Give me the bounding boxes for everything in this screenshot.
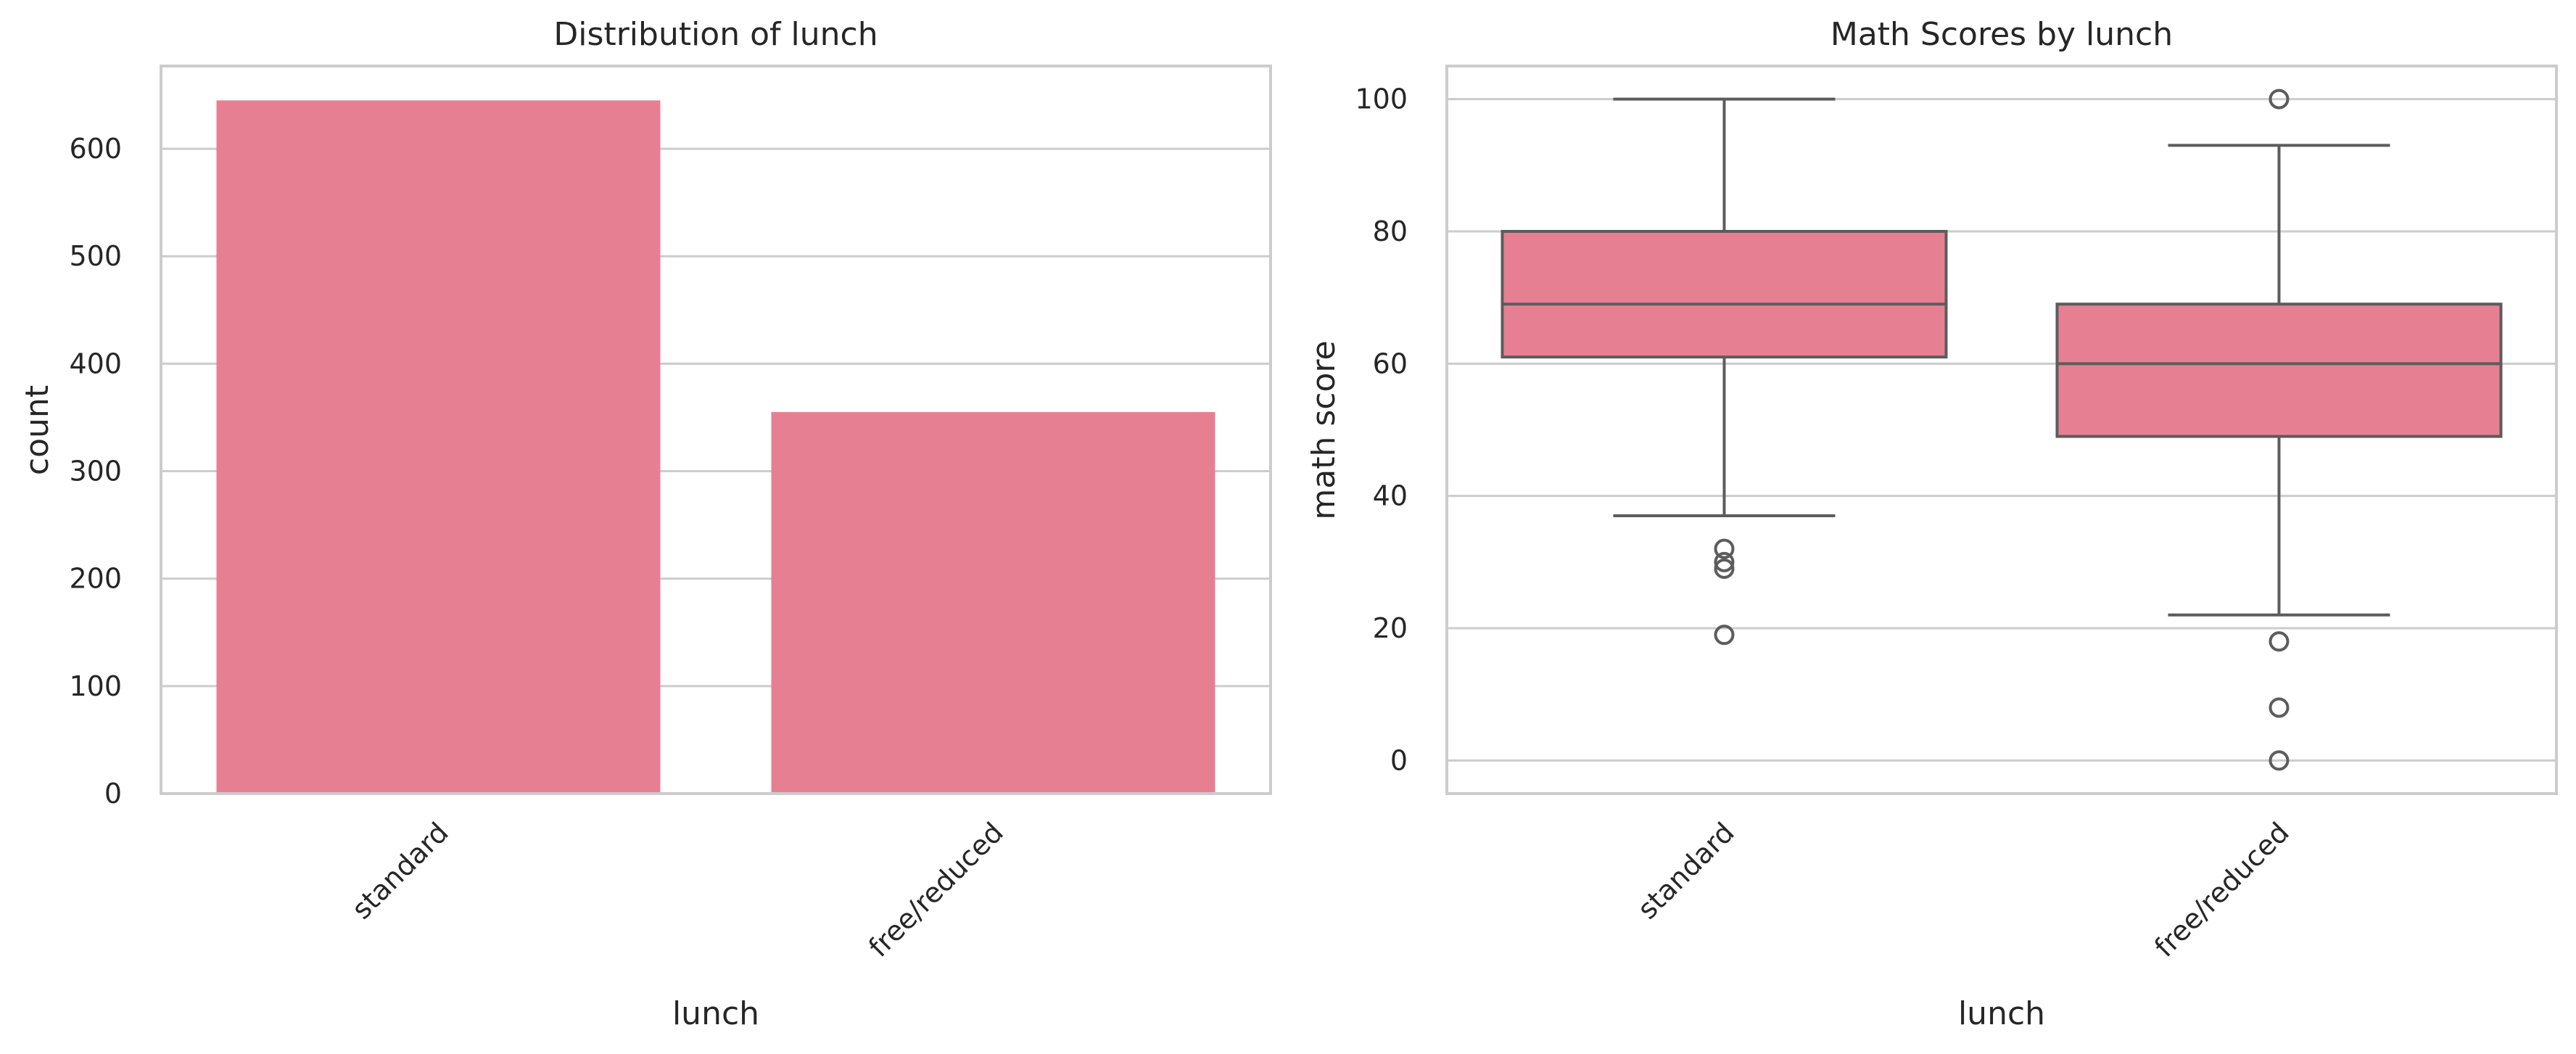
bar-chart-x-axis-label: lunch: [672, 995, 759, 1032]
bar-chart-x-tick-labels: standard free/reduced: [346, 816, 1010, 963]
bar-chart-x-tick-standard: standard: [346, 816, 455, 925]
outlier-point-standard: [1714, 625, 1735, 646]
bar-chart-bars: [216, 100, 1215, 794]
box-plot-y-tick-label: 100: [1355, 83, 1408, 115]
bar-chart-y-tick-label: 300: [69, 456, 122, 487]
box-plot-y-tick-label: 40: [1373, 480, 1408, 512]
outlier-point-standard: [1714, 551, 1735, 572]
bar-chart-y-tick-label: 400: [69, 347, 122, 379]
box-group-standard: [1500, 97, 1948, 646]
outlier-point-free-reduced: [2269, 631, 2290, 652]
bar-chart-y-tick-label: 0: [104, 778, 122, 810]
box-plot-y-tick-label: 80: [1373, 215, 1408, 247]
bar-standard: [216, 100, 661, 794]
box-plot-y-tick-label: 60: [1373, 347, 1408, 379]
outlier-point-standard: [1714, 558, 1735, 579]
bar-chart-y-tick-label: 500: [69, 240, 122, 272]
box-plot-y-tick-label: 0: [1390, 744, 1408, 776]
bar-chart-y-tick-label: 100: [69, 670, 122, 702]
box-plot-y-tick-labels: 0 20 40 60 80 100: [1355, 83, 1408, 777]
outlier-point-standard: [1714, 538, 1735, 559]
bar-chart-y-tick-label: 200: [69, 563, 122, 595]
box-group-free-reduced: [2055, 88, 2503, 771]
box-plot-title: Math Scores by lunch: [1830, 16, 2173, 53]
bar-chart-y-tick-label: 600: [69, 133, 122, 165]
box-plot-x-tick-free-reduced: free/reduced: [2148, 816, 2295, 963]
bar-chart-title: Distribution of lunch: [553, 16, 878, 53]
bar-chart-frame: [160, 65, 1272, 795]
outlier-point-free-reduced: [2269, 750, 2290, 771]
box-plot-y-axis-label: math score: [1305, 340, 1342, 519]
box-plot-x-tick-standard: standard: [1632, 816, 1741, 925]
box-plot-frame: [1445, 65, 2558, 795]
outlier-point-free-reduced: [2269, 88, 2290, 110]
bar-chart-y-axis-label: count: [19, 385, 56, 475]
box-plot-y-tick-label: 20: [1373, 612, 1408, 644]
bar-chart-x-tick-free-reduced: free/reduced: [862, 816, 1010, 963]
bar-chart-panel: 0 100 200 300 400 500 600 standard free/reduced…: [19, 16, 1272, 1032]
box-plot-x-tick-labels: standard free/reduced: [1632, 816, 2295, 963]
outlier-point-free-reduced: [2269, 697, 2290, 718]
bar-free-reduced: [771, 412, 1215, 794]
iqr-box-free-reduced: [2055, 302, 2503, 438]
box-plot-x-axis-label: lunch: [1958, 995, 2045, 1032]
bar-chart-y-tick-labels: 0 100 200 300 400 500 600: [69, 133, 122, 810]
box-plot-boxes: [1500, 88, 2503, 771]
iqr-box-standard: [1500, 229, 1948, 359]
box-plot-panel: 0 20 40 60 80 100 standard free/reduced Math S…: [1305, 16, 2558, 1032]
